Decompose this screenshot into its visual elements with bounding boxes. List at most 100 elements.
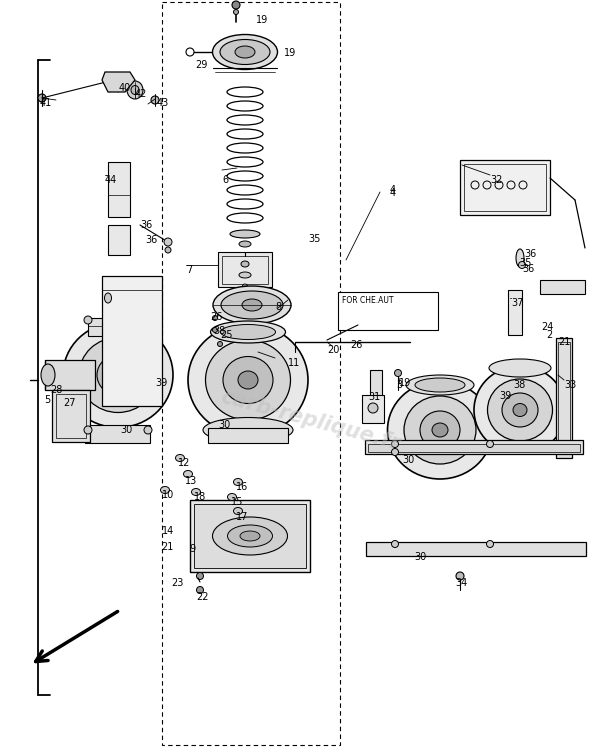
Ellipse shape <box>221 291 283 319</box>
Bar <box>540 280 585 294</box>
Text: 5: 5 <box>44 395 50 405</box>
Text: 24: 24 <box>541 322 553 332</box>
Ellipse shape <box>164 238 172 246</box>
Ellipse shape <box>197 572 203 580</box>
Text: 23: 23 <box>171 578 184 588</box>
Text: 38: 38 <box>513 380 525 390</box>
Ellipse shape <box>79 337 157 413</box>
Text: 35: 35 <box>519 258 532 268</box>
Ellipse shape <box>104 293 112 303</box>
Text: 26: 26 <box>350 340 362 350</box>
Ellipse shape <box>392 441 398 447</box>
Text: 19: 19 <box>399 378 411 388</box>
Ellipse shape <box>165 247 171 253</box>
Text: 30: 30 <box>414 552 426 562</box>
Text: 28: 28 <box>50 385 62 395</box>
Text: 40: 40 <box>119 83 131 93</box>
Text: 12: 12 <box>178 458 190 468</box>
Text: 41: 41 <box>40 98 52 108</box>
Polygon shape <box>102 72 135 92</box>
Ellipse shape <box>41 364 55 386</box>
Text: 9: 9 <box>189 544 195 554</box>
Text: FOR CHE.AUT: FOR CHE.AUT <box>342 296 394 305</box>
Text: 30: 30 <box>218 420 230 430</box>
Ellipse shape <box>144 426 152 434</box>
Text: 35: 35 <box>308 234 320 244</box>
Text: 2: 2 <box>546 330 552 340</box>
Ellipse shape <box>392 449 398 456</box>
Ellipse shape <box>233 508 242 514</box>
Text: 43: 43 <box>157 98 169 108</box>
Ellipse shape <box>388 381 493 479</box>
Text: 36: 36 <box>524 249 536 259</box>
Ellipse shape <box>127 81 143 99</box>
Bar <box>460 160 550 215</box>
Text: 26: 26 <box>210 312 223 322</box>
Ellipse shape <box>238 371 258 389</box>
Ellipse shape <box>235 46 255 58</box>
Ellipse shape <box>161 486 170 493</box>
Text: 8: 8 <box>275 302 281 312</box>
Ellipse shape <box>489 359 551 377</box>
Ellipse shape <box>184 471 193 477</box>
Bar <box>208 428 288 443</box>
Ellipse shape <box>420 411 460 449</box>
Ellipse shape <box>474 366 566 454</box>
Ellipse shape <box>513 404 527 416</box>
Ellipse shape <box>212 35 277 69</box>
Text: 36: 36 <box>522 264 534 274</box>
Ellipse shape <box>151 96 159 104</box>
Ellipse shape <box>502 393 538 427</box>
Text: 36: 36 <box>145 235 157 245</box>
Ellipse shape <box>84 426 92 434</box>
Text: carb-replique.fr: carb-replique.fr <box>218 386 402 453</box>
Text: 21: 21 <box>161 542 173 552</box>
Ellipse shape <box>211 321 286 343</box>
Text: 38: 38 <box>213 326 225 336</box>
Ellipse shape <box>233 10 239 14</box>
Text: 13: 13 <box>185 476 197 486</box>
Ellipse shape <box>205 340 290 420</box>
Text: 32: 32 <box>490 175 502 185</box>
Ellipse shape <box>456 572 464 580</box>
Bar <box>108 162 130 217</box>
Bar <box>88 318 148 336</box>
Text: 39: 39 <box>499 391 511 401</box>
Text: 15: 15 <box>231 497 244 507</box>
Bar <box>194 504 306 568</box>
Text: 14: 14 <box>162 526 174 536</box>
Bar <box>556 338 572 458</box>
Bar <box>362 395 384 423</box>
Ellipse shape <box>212 328 218 333</box>
Ellipse shape <box>415 378 465 392</box>
Ellipse shape <box>233 478 242 486</box>
Ellipse shape <box>131 86 139 94</box>
Text: 44: 44 <box>105 175 117 185</box>
Text: 17: 17 <box>236 512 248 522</box>
Bar <box>218 252 272 287</box>
Ellipse shape <box>487 541 493 547</box>
Ellipse shape <box>242 299 262 311</box>
Bar <box>52 390 90 442</box>
Bar <box>45 360 95 390</box>
Text: 27: 27 <box>63 398 76 408</box>
Ellipse shape <box>518 261 526 269</box>
Text: 4: 4 <box>390 188 396 198</box>
Text: 34: 34 <box>455 578 467 588</box>
Bar <box>338 292 438 330</box>
Ellipse shape <box>38 94 46 102</box>
Ellipse shape <box>218 342 223 346</box>
Text: 3: 3 <box>396 380 402 390</box>
Bar <box>56 394 86 438</box>
Text: 10: 10 <box>162 490 174 500</box>
Ellipse shape <box>249 330 255 336</box>
Ellipse shape <box>221 325 275 340</box>
Text: 30: 30 <box>402 455 414 465</box>
Text: 39: 39 <box>155 378 167 388</box>
Ellipse shape <box>227 493 236 501</box>
Ellipse shape <box>212 517 287 555</box>
Ellipse shape <box>223 356 273 404</box>
Text: 21: 21 <box>558 337 571 347</box>
Ellipse shape <box>191 489 200 495</box>
Ellipse shape <box>487 379 553 441</box>
